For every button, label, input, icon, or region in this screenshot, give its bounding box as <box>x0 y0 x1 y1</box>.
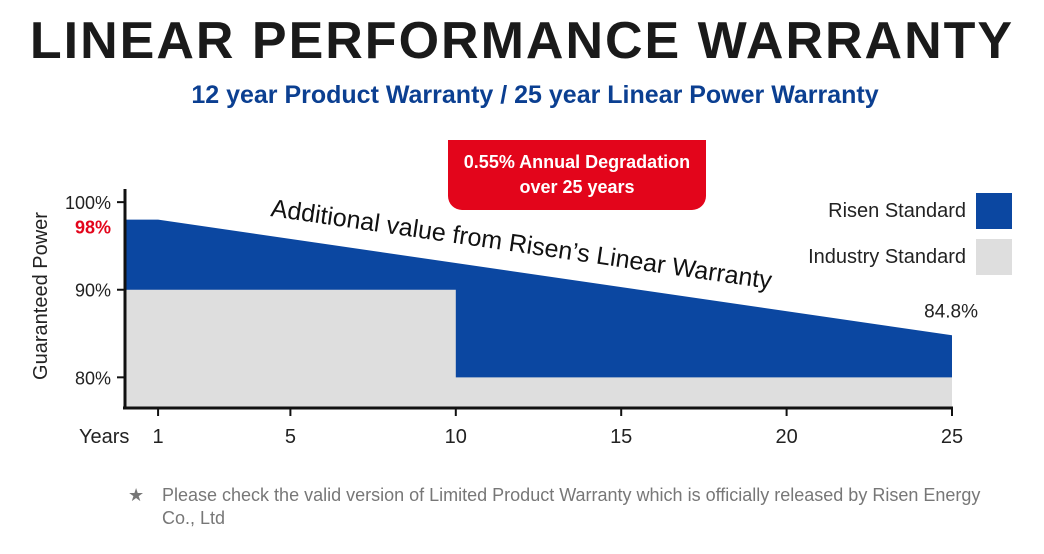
star-icon: ★ <box>128 485 145 505</box>
disclaimer-text: Please check the valid version of Limite… <box>162 485 981 528</box>
legend-label-industry: Industry Standard <box>808 245 966 268</box>
x-ticks: 1 5 10 15 20 25 <box>153 408 963 448</box>
legend-item-industry: Industry Standard <box>760 239 1012 275</box>
y-axis-label: Guaranteed Power <box>30 212 52 380</box>
x-tick-label: 5 <box>285 426 296 448</box>
warranty-chart: 100%90%80% 1 5 10 15 20 25 Guaranteed Power Y… <box>30 189 978 448</box>
x-tick-label: 10 <box>445 426 467 448</box>
badge-line-1: 0.55% Annual Degradation <box>463 152 691 172</box>
y-tick-label: 100% <box>65 193 111 213</box>
end-value-label: 84.8% <box>924 301 978 322</box>
badge-line-2: over 25 years <box>519 177 635 197</box>
y-tick-label: 90% <box>75 281 111 301</box>
legend-item-risen: Risen Standard <box>760 193 1012 229</box>
x-tick-label: 15 <box>610 426 632 448</box>
page-title: LINEAR PERFORMANCE WARRANTY <box>29 12 1015 70</box>
x-axis-label: Years <box>79 426 129 448</box>
x-tick-label: 1 <box>153 426 164 448</box>
legend-swatch-risen <box>976 193 1012 229</box>
y-ticks: 100% 90% 80% <box>65 193 125 388</box>
legend-label-risen: Risen Standard <box>828 199 966 222</box>
page-subtitle: 12 year Product Warranty / 25 year Linea… <box>191 81 879 109</box>
y-tick-label: 80% <box>75 368 111 388</box>
y-label-98-percent: 98% <box>75 218 111 238</box>
disclaimer-note: ★ Please check the valid version of Limi… <box>128 484 990 530</box>
legend: Risen Standard Industry Standard <box>760 193 1012 285</box>
legend-swatch-industry <box>976 239 1012 275</box>
x-tick-label: 25 <box>941 426 963 448</box>
degradation-badge: 0.55% Annual Degradation over 25 years <box>448 140 706 210</box>
industry-standard-area <box>125 289 952 408</box>
x-tick-label: 20 <box>775 426 797 448</box>
